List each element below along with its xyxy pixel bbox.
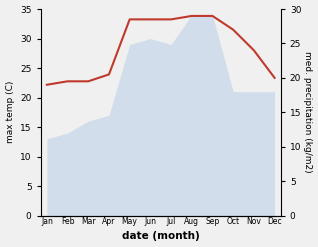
X-axis label: date (month): date (month) (122, 231, 200, 242)
Y-axis label: max temp (C): max temp (C) (5, 81, 15, 144)
Y-axis label: med. precipitation (kg/m2): med. precipitation (kg/m2) (303, 51, 313, 173)
